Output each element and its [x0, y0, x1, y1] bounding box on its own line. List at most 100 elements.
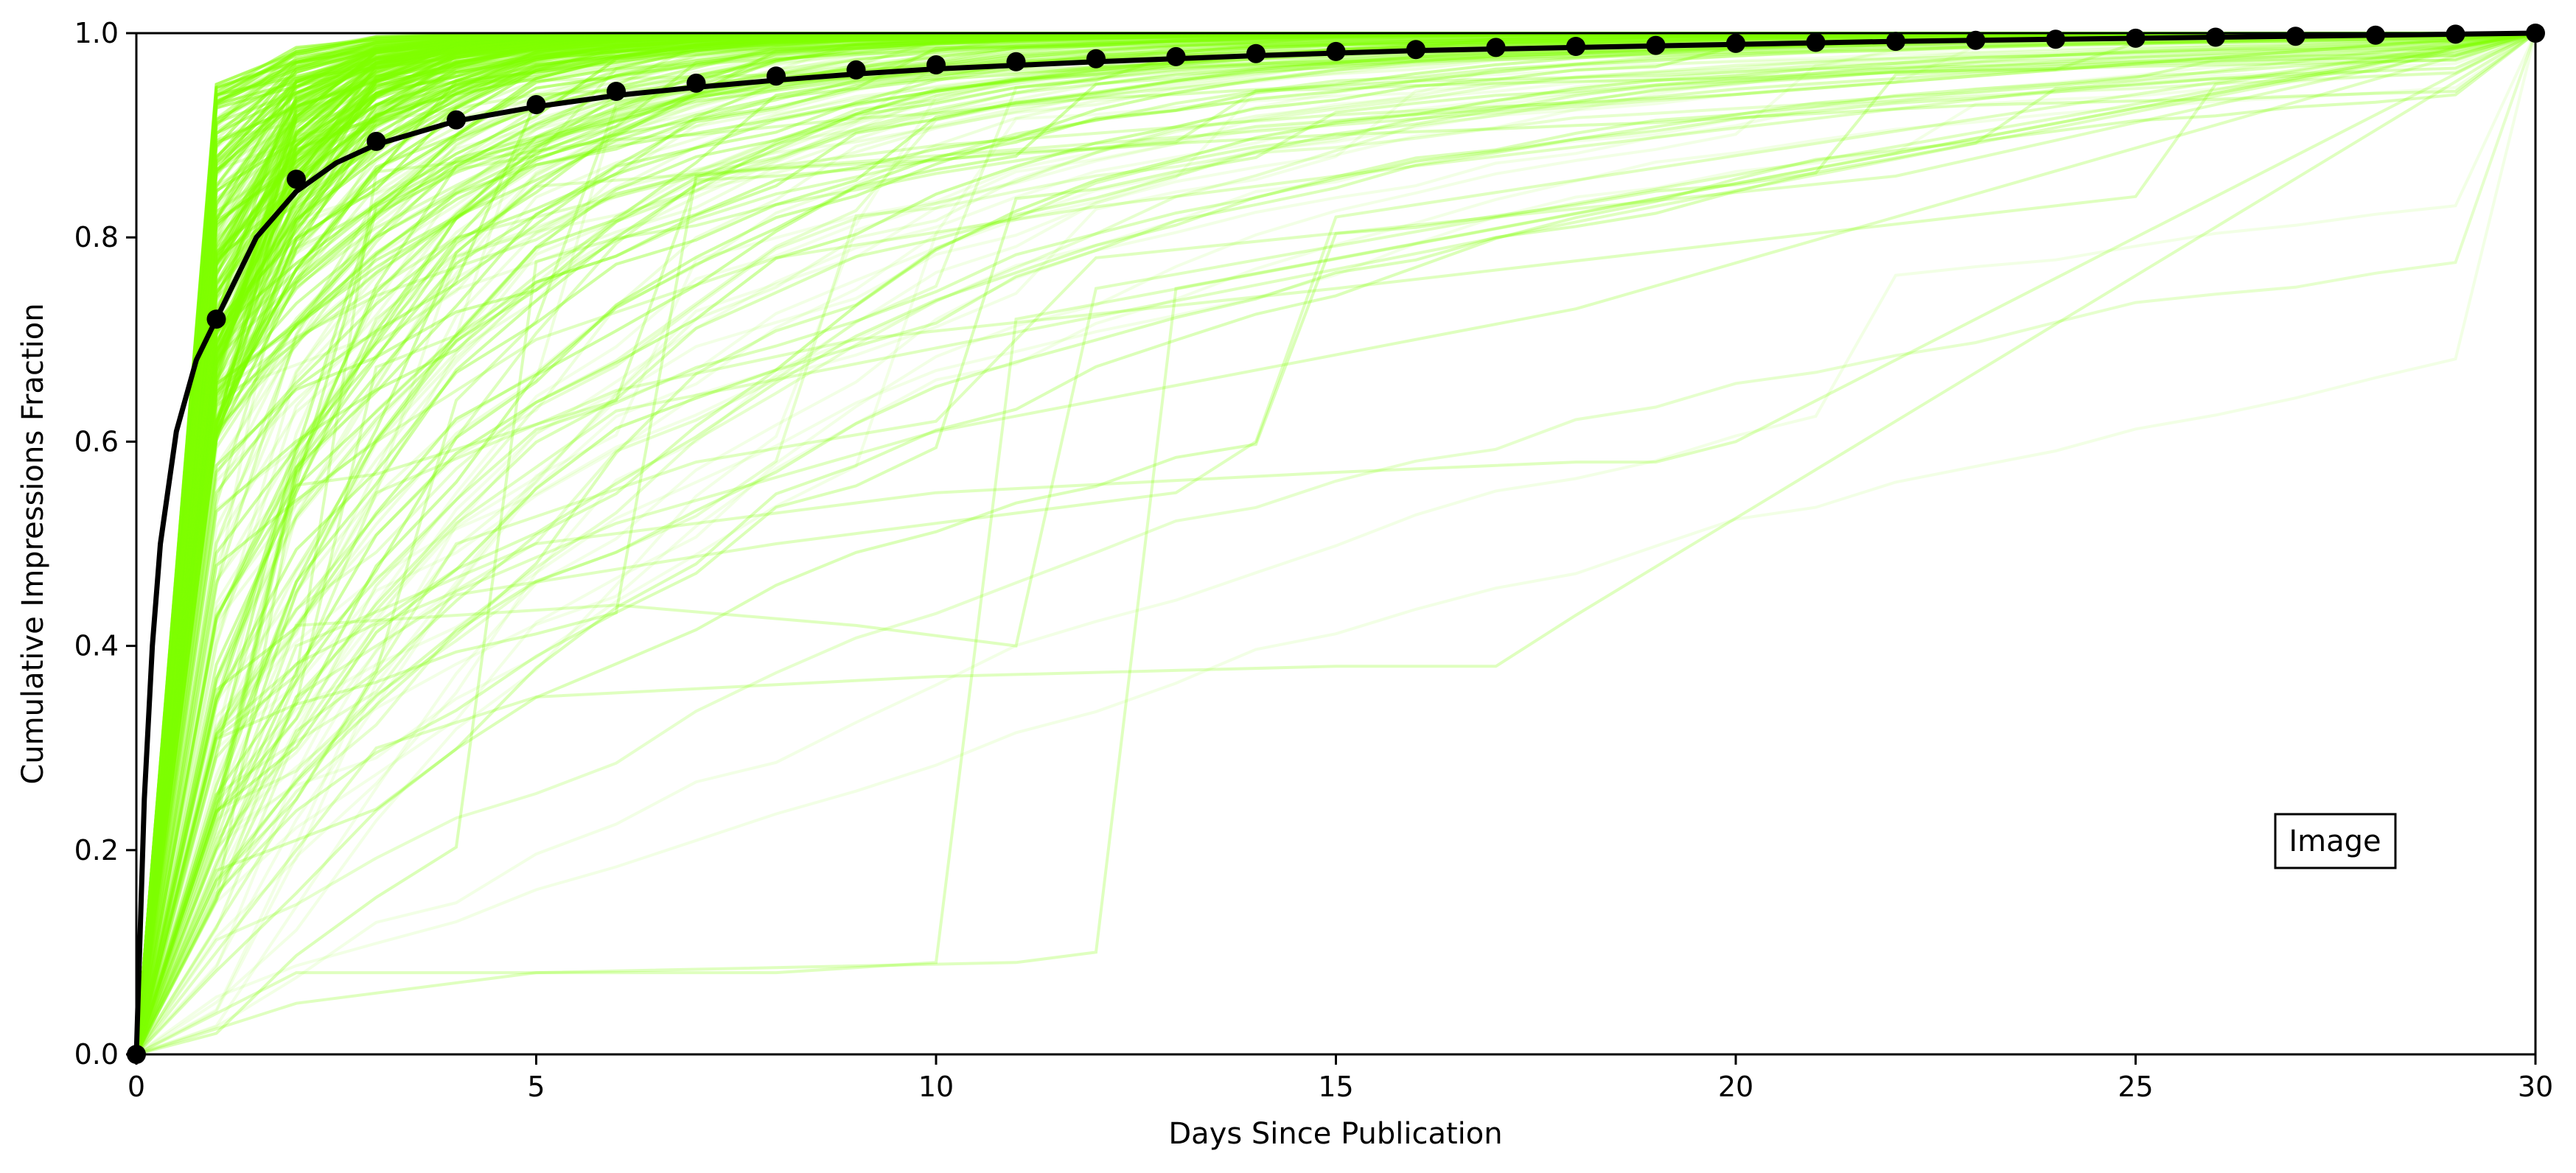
mean-point: [1886, 32, 1905, 52]
individual-curve: [135, 32, 2536, 1055]
individual-curve-example: [135, 32, 2536, 1055]
annotation-text: Image: [2289, 824, 2381, 858]
individual-curve: [135, 32, 2536, 1055]
individual-curve: [135, 32, 2536, 1056]
individual-curve: [135, 32, 2537, 1056]
mean-point: [1246, 43, 1266, 63]
mean-point: [846, 60, 866, 80]
mean-point: [2286, 27, 2306, 46]
individual-curve-example: [136, 32, 2536, 1056]
individual-curve: [135, 32, 2536, 1055]
individual-curve-example: [135, 32, 2536, 1055]
individual-curve: [135, 32, 2536, 1055]
x-tick-label: 20: [1718, 1071, 1753, 1103]
individual-curve: [135, 32, 2537, 1056]
individual-curve: [135, 32, 2536, 1055]
individual-curve: [135, 32, 2536, 1055]
individual-curve: [135, 32, 2536, 1055]
individual-curve: [135, 32, 2537, 1056]
y-tick-label: 1.0: [74, 17, 119, 49]
mean-point: [2126, 28, 2146, 48]
individual-curve: [135, 32, 2536, 1055]
x-tick-label: 15: [1318, 1071, 1353, 1103]
individual-curve-example: [135, 32, 2536, 1055]
individual-curve-example: [135, 32, 2536, 1055]
mean-point: [926, 55, 946, 74]
individual-curve: [135, 32, 2536, 1055]
y-axis-ticks: 0.0 0.2 0.4 0.6 0.8 1.0: [74, 17, 136, 1071]
mean-points-group: [127, 24, 2545, 1064]
mean-point: [767, 66, 786, 86]
individual-curve: [135, 32, 2536, 1055]
individual-curve: [135, 32, 2536, 1055]
mean-point: [1966, 30, 1986, 50]
mean-point: [1806, 32, 1826, 52]
mean-point: [1166, 46, 1186, 66]
individual-curve: [136, 32, 2536, 1056]
mean-point: [607, 82, 626, 101]
annotation-box: Image: [2274, 813, 2397, 869]
individual-curve: [135, 32, 2536, 1055]
mean-point: [1486, 38, 1506, 57]
individual-curve: [135, 32, 2536, 1055]
individual-curve: [135, 32, 2536, 1055]
individual-curve: [135, 32, 2537, 1055]
mean-point: [1726, 33, 1745, 53]
individual-curve-example: [135, 32, 2536, 1055]
individual-curve: [135, 32, 2537, 1056]
individual-curve: [135, 32, 2536, 1055]
mean-point: [1646, 35, 1666, 55]
individual-curve: [135, 32, 2536, 1056]
individual-curve: [135, 32, 2536, 1055]
individual-curve-example: [135, 32, 2537, 1056]
individual-curve: [135, 32, 2536, 1056]
mean-point: [2366, 25, 2385, 45]
y-tick-label: 0.4: [74, 630, 119, 662]
individual-curve: [135, 32, 2536, 1055]
x-tick-label: 10: [918, 1071, 954, 1103]
x-tick-label: 0: [128, 1071, 145, 1103]
mean-point: [366, 131, 386, 151]
individual-curve: [135, 32, 2536, 1055]
individual-curve: [136, 32, 2537, 1056]
mean-point: [1006, 52, 1026, 71]
individual-curve-example: [135, 32, 2536, 1056]
individual-curve-example: [135, 32, 2536, 1055]
mean-point: [206, 309, 226, 329]
individual-curve: [135, 32, 2536, 1055]
mean-point: [447, 110, 466, 130]
mean-point: [1086, 49, 1106, 69]
individual-curve-example: [135, 32, 2536, 1055]
individual-curve: [135, 32, 2536, 1055]
mean-point: [1566, 37, 1585, 56]
individual-curve: [135, 32, 2536, 1055]
x-tick-label: 5: [527, 1071, 545, 1103]
individual-curve: [135, 32, 2536, 1055]
mean-point: [2046, 29, 2065, 49]
individual-curve: [135, 32, 2537, 1056]
individual-curve: [135, 32, 2536, 1055]
individual-curve: [135, 32, 2537, 1056]
individual-curve-example: [136, 32, 2536, 1056]
individual-curve: [135, 32, 2536, 1055]
individual-curve: [135, 32, 2536, 1055]
individual-curve: [135, 32, 2537, 1055]
individual-curve-example: [135, 32, 2536, 1055]
y-tick-label: 0.8: [74, 221, 119, 253]
individual-curve: [135, 32, 2536, 1055]
individual-curve: [135, 32, 2536, 1055]
individual-curve: [136, 32, 2536, 1056]
y-tick-label: 0.6: [74, 425, 119, 458]
individual-curve: [135, 32, 2536, 1055]
individual-curve: [135, 32, 2536, 1055]
individual-curve: [135, 32, 2536, 1055]
individual-curve: [135, 32, 2536, 1055]
mean-point: [1326, 41, 1346, 61]
x-axis-ticks: 0 5 10 15 20 25 30: [128, 1054, 2553, 1103]
individual-curve: [136, 32, 2536, 1056]
mean-point: [287, 169, 306, 189]
individual-curve: [135, 32, 2536, 1055]
mean-point: [686, 73, 706, 93]
